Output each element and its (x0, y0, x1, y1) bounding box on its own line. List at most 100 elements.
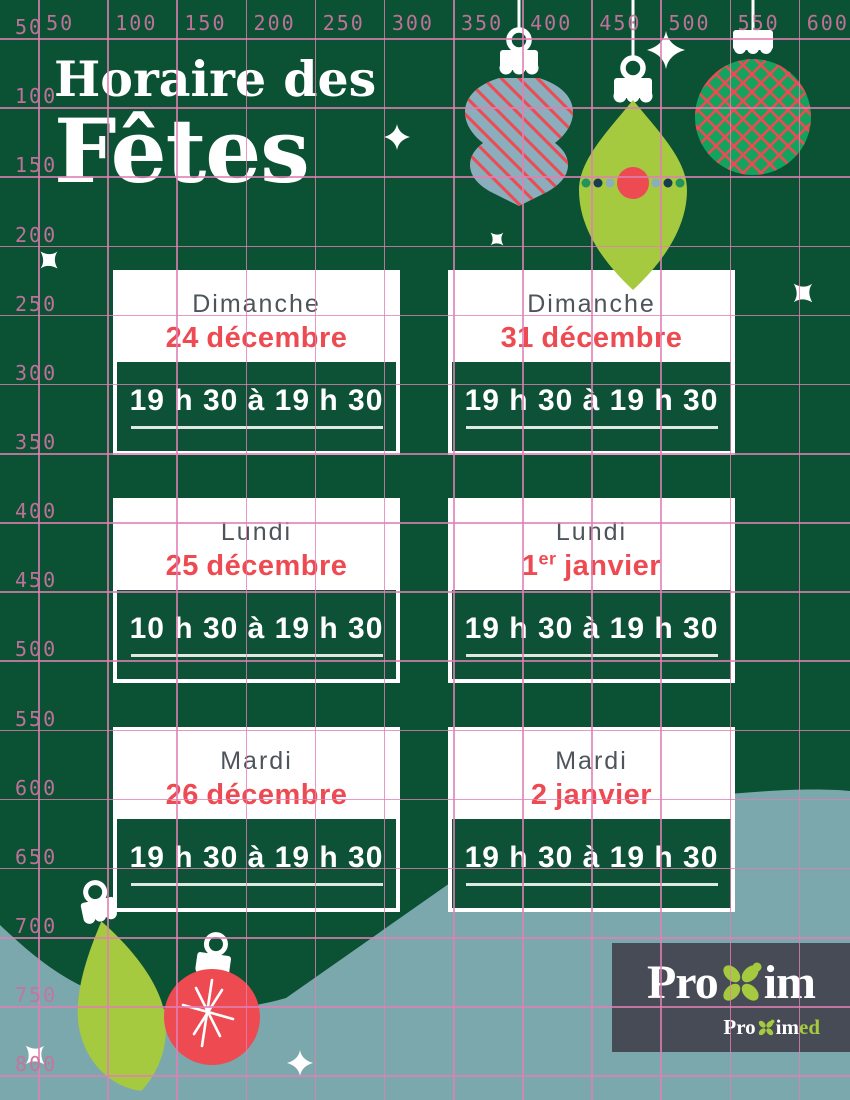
card-underline (130, 654, 383, 657)
date-number: 31 (500, 322, 534, 354)
sub-text-mid: im (775, 1015, 799, 1039)
sparkle-star-icon (647, 31, 685, 69)
card-header: Lundi 25 décembre (117, 502, 396, 590)
sparkle-x-icon (793, 283, 813, 303)
schedule-card-dimanche-31: Dimanche 31 décembre 19 h 30 à 19 h 30 (448, 270, 735, 455)
date-number: 24 (165, 322, 199, 354)
card-header: Dimanche 24 décembre (117, 274, 396, 362)
date-number: 1 (521, 550, 539, 582)
schedule-card-lundi-25: Lundi 25 décembre 10 h 30 à 19 h 30 (113, 498, 400, 683)
card-date: 25 décembre (166, 550, 348, 583)
date-month: décembre (206, 322, 348, 354)
card-date: 26 décembre (166, 779, 348, 812)
card-body: 10 h 30 à 19 h 30 (117, 590, 396, 679)
date-month: janvier (564, 550, 662, 582)
page-title: Horaire des Fêtes (54, 52, 376, 196)
grid-row-label: 200 (15, 222, 58, 247)
card-underline (465, 654, 718, 657)
card-day-label: Lundi (220, 518, 293, 546)
dotted-drop-bauble-icon (579, 0, 687, 290)
schedule-card-lundi-1er: Lundi 1er janvier 19 h 30 à 19 h 30 (448, 498, 735, 683)
card-hours: 19 h 30 à 19 h 30 (464, 384, 719, 418)
grid-column-label: 300 (391, 11, 434, 35)
grid-row-label: 450 (15, 568, 58, 593)
sparkle-x-icon (490, 232, 504, 246)
card-body: 19 h 30 à 19 h 30 (452, 590, 731, 679)
snowflake-ball-bauble-icon (164, 932, 260, 1065)
card-day-label: Mardi (555, 747, 628, 775)
card-underline (465, 883, 718, 886)
date-number: 2 (530, 779, 548, 811)
title-line-2: Fêtes (54, 99, 310, 203)
date-number: 26 (165, 779, 199, 811)
date-month: décembre (206, 779, 348, 811)
date-number: 25 (165, 550, 199, 582)
card-hours: 19 h 30 à 19 h 30 (464, 841, 719, 875)
sub-text-pre: Pro (723, 1015, 756, 1039)
card-date: 24 décembre (166, 322, 348, 355)
sub-text-suffix: ed (799, 1015, 820, 1039)
card-underline (130, 883, 383, 886)
card-day-label: Mardi (220, 747, 293, 775)
title-line-1: Horaire des (54, 50, 377, 108)
brand-text-pre: Pro (646, 956, 719, 1009)
brand-x-icon (723, 962, 762, 1001)
card-body: 19 h 30 à 19 h 30 (452, 819, 731, 908)
brand-text-post: im (763, 956, 816, 1009)
date-month: décembre (206, 550, 348, 582)
card-header: Mardi 2 janvier (452, 731, 731, 819)
card-body: 19 h 30 à 19 h 30 (452, 362, 731, 451)
date-month: janvier (555, 779, 653, 811)
grid-line-horizontal (0, 245, 850, 248)
striped-finial-bauble-icon (465, 0, 573, 206)
schedule-card-mardi-26: Mardi 26 décembre 19 h 30 à 19 h 30 (113, 727, 400, 912)
card-hours: 19 h 30 à 19 h 30 (464, 612, 719, 646)
ornament-string (631, 0, 635, 60)
grid-column-label: 150 (184, 11, 227, 35)
card-day-label: Lundi (555, 518, 628, 546)
grid-row-label: 100 (15, 84, 58, 109)
brand-logo: Pro im (612, 955, 850, 1010)
grid-row-label: 50 (15, 15, 44, 40)
grid-row-label: 500 (15, 637, 58, 662)
card-hours: 19 h 30 à 19 h 30 (129, 384, 384, 418)
sub-x-icon (758, 1019, 775, 1035)
plaid-ball-bauble-icon (695, 0, 811, 175)
card-day-label: Dimanche (527, 290, 656, 318)
date-month: décembre (541, 322, 683, 354)
card-hours: 19 h 30 à 19 h 30 (129, 841, 384, 875)
schedule-card-mardi-2: Mardi 2 janvier 19 h 30 à 19 h 30 (448, 727, 735, 912)
grid-row-label: 350 (15, 430, 58, 454)
card-header: Lundi 1er janvier (452, 502, 731, 590)
card-underline (130, 426, 383, 429)
schedule-card-dimanche-24: Dimanche 24 décembre 19 h 30 à 19 h 30 (113, 270, 400, 455)
grid-row-label: 300 (15, 360, 58, 385)
sparkle-x-icon (40, 251, 58, 269)
date-ordinal: er (538, 548, 557, 569)
card-date: 1er janvier (521, 548, 662, 583)
logo-box: Pro im Pro im ed (612, 943, 850, 1052)
ornament-string (517, 0, 521, 32)
grid-column-label: 200 (253, 11, 296, 35)
ornament-string (751, 0, 755, 34)
brand-sub-logo: Pro im ed (723, 1015, 820, 1040)
card-date: 2 janvier (531, 779, 652, 812)
sparkle-x-icon (25, 1045, 45, 1065)
card-header: Mardi 26 décembre (117, 731, 396, 819)
sparkle-star-icon (384, 124, 410, 150)
sparkle-star-icon (287, 1050, 313, 1076)
card-hours: 10 h 30 à 19 h 30 (129, 612, 384, 646)
card-body: 19 h 30 à 19 h 30 (117, 362, 396, 451)
grid-column-label: 250 (322, 11, 365, 35)
card-day-label: Dimanche (192, 290, 321, 318)
grid-column-label: 50 (46, 11, 75, 35)
grid-column-label: 100 (115, 11, 158, 35)
grid-row-label: 400 (15, 499, 58, 524)
grid-row-label: 550 (15, 706, 58, 731)
card-underline (465, 426, 718, 429)
card-date: 31 décembre (501, 322, 683, 355)
card-body: 19 h 30 à 19 h 30 (117, 819, 396, 908)
grid-row-label: 150 (15, 153, 58, 178)
grid-row-label: 250 (15, 291, 58, 316)
